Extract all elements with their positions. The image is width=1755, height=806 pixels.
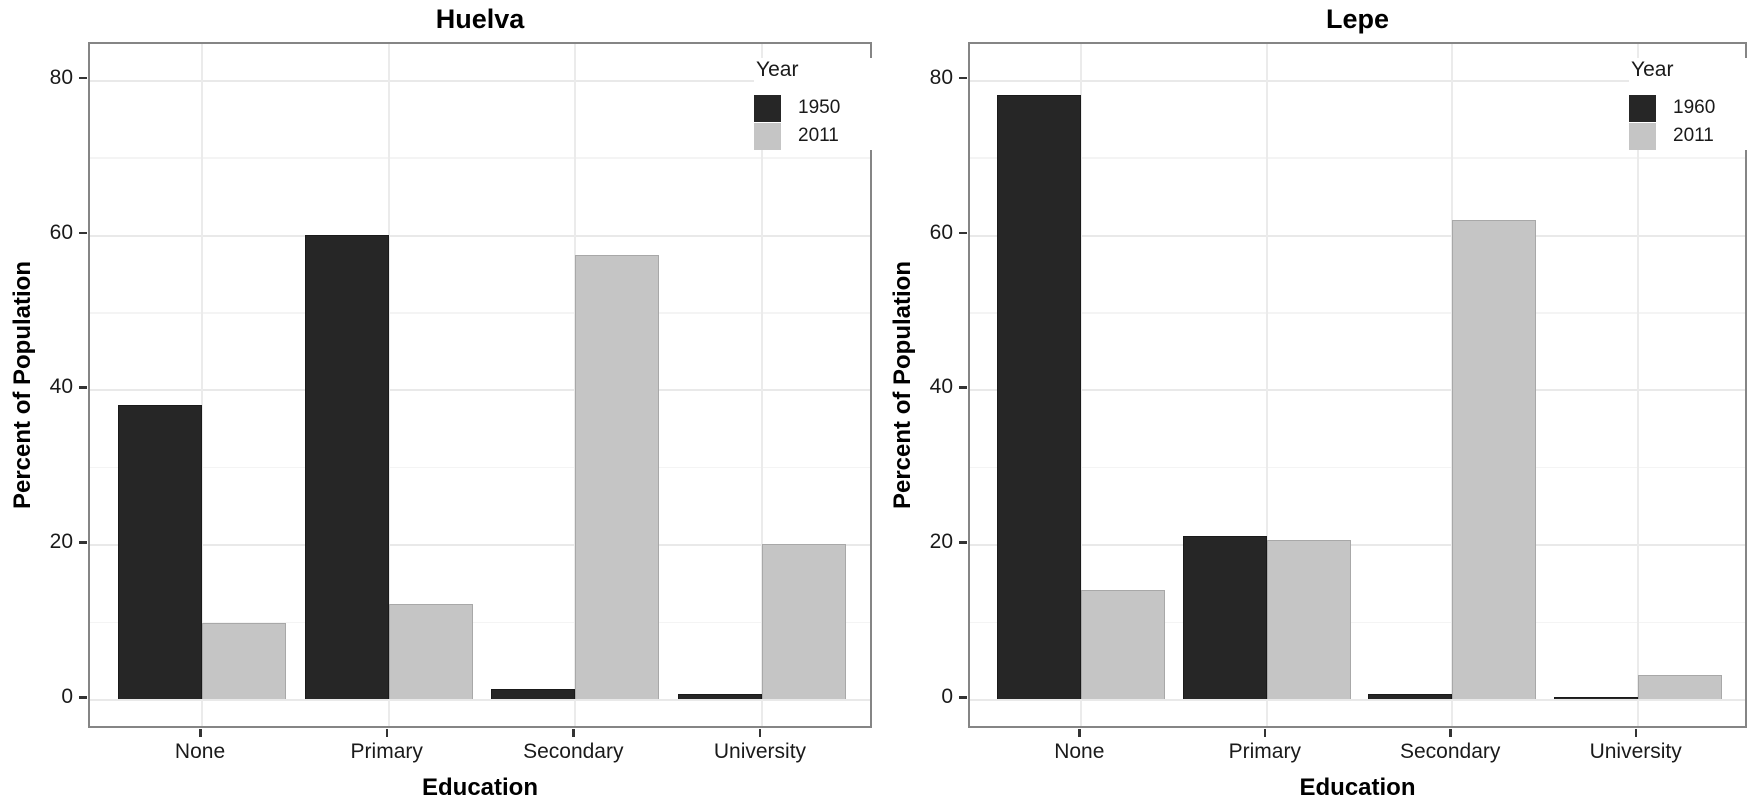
- bar-huelva-secondary-1950: [491, 688, 576, 699]
- legend-swatch-1950-icon: [754, 94, 781, 122]
- x-tick-mark-university: [1634, 729, 1638, 737]
- legend-label: 1960: [1673, 97, 1716, 118]
- legend-swatch-1960-icon: [1629, 94, 1656, 122]
- y-tick-label-60: 60: [929, 220, 953, 244]
- gridline-primary: [1265, 44, 1268, 726]
- bar-lepe-university-2011: [1637, 675, 1722, 699]
- bar-lepe-primary-1960: [1182, 536, 1267, 699]
- x-tick-label-university: University: [713, 740, 807, 763]
- bar-lepe-university-1960: [1553, 697, 1638, 699]
- x-tick-label-primary: Primary: [1228, 740, 1301, 763]
- major-gridline-y60: [970, 234, 1745, 237]
- x-tick-label-secondary: Secondary: [523, 740, 624, 763]
- y-tick-mark-0: [79, 696, 87, 699]
- legend-huelva: Year 1950 2011: [754, 58, 874, 150]
- gridline-none: [1080, 44, 1083, 726]
- y-tick-mark-20: [959, 541, 967, 544]
- chart-title-huelva: Huelva: [435, 4, 525, 34]
- legend-label: 2011: [798, 125, 839, 146]
- legend-label: 2011: [1673, 125, 1714, 146]
- x-tick-label-university: University: [1589, 740, 1682, 763]
- legend-item-1960: 1960: [1629, 94, 1749, 122]
- y-tick-label-40: 40: [49, 375, 73, 399]
- x-axis-title-lepe: Education: [1299, 774, 1416, 801]
- bar-huelva-university-1950: [677, 693, 762, 699]
- x-tick-mark-none: [199, 729, 202, 737]
- legend-swatch-2011-icon: [1629, 122, 1656, 150]
- y-tick-label-60: 60: [49, 220, 73, 244]
- minor-gridline-y10: [90, 621, 870, 624]
- minor-gridline-y10: [970, 621, 1745, 624]
- y-tick-label-80: 80: [929, 65, 953, 89]
- y-tick-mark-20: [79, 541, 87, 544]
- chart-title-lepe: Lepe: [1325, 4, 1390, 34]
- x-tick-label-secondary: Secondary: [1399, 740, 1501, 763]
- legend-title: Year: [756, 58, 799, 81]
- x-tick-mark-primary: [385, 729, 389, 737]
- legend-item-2011: 2011: [754, 122, 874, 150]
- major-gridline-y40: [90, 389, 870, 392]
- major-gridline-y20: [970, 544, 1745, 547]
- major-gridline-y80: [970, 79, 1745, 82]
- x-tick-mark-secondary: [1449, 729, 1452, 737]
- y-tick-mark-40: [959, 386, 967, 389]
- y-tick-label-0: 0: [941, 685, 953, 708]
- y-tick-mark-60: [79, 231, 87, 235]
- y-tick-label-20: 20: [49, 530, 73, 554]
- y-tick-label-0: 0: [61, 685, 73, 708]
- bar-lepe-none-1960: [997, 94, 1082, 699]
- gridline-university: [1636, 44, 1639, 726]
- minor-gridline-y30: [90, 466, 870, 469]
- x-tick-mark-secondary: [572, 729, 575, 737]
- y-tick-label-40: 40: [929, 375, 953, 399]
- major-gridline-y20: [90, 544, 870, 547]
- y-tick-mark-40: [79, 386, 87, 389]
- major-gridline-y0: [970, 699, 1745, 701]
- x-tick-label-none: None: [1054, 740, 1105, 763]
- major-gridline-y40: [970, 389, 1745, 392]
- x-tick-mark-university: [758, 729, 762, 737]
- gridline-none: [201, 44, 204, 726]
- gridline-university: [760, 44, 763, 726]
- legend-swatch-2011-icon: [754, 122, 781, 150]
- x-tick-mark-primary: [1263, 729, 1267, 737]
- bar-huelva-primary-2011: [388, 603, 473, 699]
- major-gridline-y60: [90, 234, 870, 237]
- plot-area-lepe: Year 1960 2011: [968, 42, 1749, 728]
- major-gridline-y0: [90, 699, 870, 701]
- y-tick-label-20: 20: [929, 530, 953, 554]
- x-tick-mark-none: [1078, 729, 1081, 737]
- y-tick-mark-0: [959, 696, 967, 699]
- legend-item-2011: 2011: [1629, 122, 1749, 150]
- bar-huelva-none-1950: [118, 404, 203, 699]
- minor-gridline-y70: [90, 157, 870, 159]
- x-tick-label-primary: Primary: [350, 740, 423, 763]
- bar-huelva-none-2011: [202, 623, 287, 699]
- major-gridline-y80: [90, 79, 870, 82]
- bar-huelva-university-2011: [761, 544, 846, 699]
- minor-gridline-y50: [970, 312, 1745, 314]
- bar-huelva-secondary-2011: [575, 255, 660, 699]
- y-tick-mark-80: [959, 76, 967, 80]
- x-axis-title-huelva: Education: [421, 774, 538, 801]
- bar-huelva-primary-1950: [304, 234, 389, 699]
- y-tick-mark-60: [959, 231, 967, 235]
- legend-lepe: Year 1960 2011: [1629, 58, 1749, 150]
- bar-lepe-secondary-1960: [1368, 694, 1453, 699]
- x-tick-label-none: None: [174, 740, 226, 763]
- gridline-primary: [387, 44, 390, 726]
- legend-item-1950: 1950: [754, 94, 874, 122]
- plot-area-huelva: Year 1950 2011: [88, 42, 874, 728]
- legend-title: Year: [1631, 58, 1674, 81]
- legend-label: 1950: [798, 97, 841, 118]
- minor-gridline-y70: [970, 157, 1745, 159]
- bar-lepe-secondary-2011: [1452, 219, 1537, 699]
- y-tick-label-80: 80: [49, 65, 73, 89]
- bar-lepe-none-2011: [1081, 589, 1166, 699]
- y-tick-mark-80: [79, 76, 87, 80]
- minor-gridline-y30: [970, 466, 1745, 469]
- minor-gridline-y50: [90, 312, 870, 314]
- bar-lepe-primary-2011: [1266, 540, 1351, 699]
